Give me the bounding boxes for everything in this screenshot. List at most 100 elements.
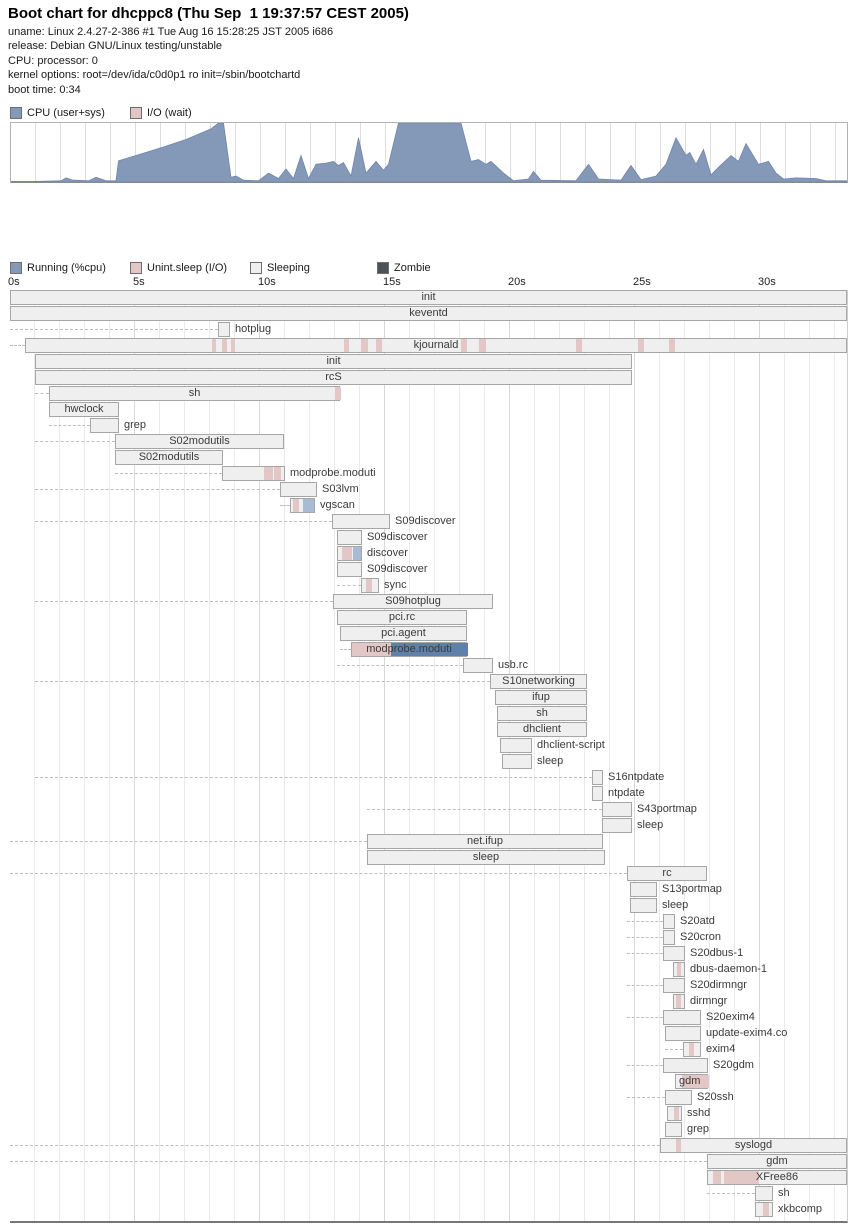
time-axis-tick-label: 0s bbox=[8, 276, 20, 288]
process-label: S03lvm bbox=[322, 483, 359, 495]
process-label: dirmngr bbox=[690, 995, 728, 1007]
process-bar bbox=[333, 594, 493, 609]
process-label: S20exim4 bbox=[706, 1011, 755, 1023]
dependency-connector-line bbox=[35, 441, 115, 442]
process-bar bbox=[495, 690, 587, 705]
io-wait-segment bbox=[344, 339, 349, 352]
io-wait-segment bbox=[342, 547, 352, 560]
process-label: sleep bbox=[472, 851, 500, 863]
process-label: sh bbox=[778, 1187, 790, 1199]
process-label: grep bbox=[687, 1123, 710, 1135]
process-label: dbus-daemon-1 bbox=[690, 963, 768, 975]
system-info-line: boot time: 0:34 bbox=[8, 83, 81, 96]
io-wait-segment bbox=[212, 339, 216, 352]
time-axis-tick-label: 15s bbox=[383, 276, 401, 288]
dependency-connector-line bbox=[49, 425, 90, 426]
proc-legend-swatch-icon bbox=[250, 262, 262, 274]
process-bar bbox=[115, 434, 284, 449]
process-bar bbox=[630, 898, 657, 913]
io-wait-segment bbox=[638, 339, 644, 352]
dependency-connector-line bbox=[35, 489, 280, 490]
dependency-connector-line bbox=[627, 937, 663, 938]
cpu-legend-label: CPU (user+sys) bbox=[27, 107, 105, 119]
process-bar bbox=[25, 338, 847, 353]
io-wait-segment bbox=[352, 643, 391, 656]
process-label: ifup bbox=[532, 691, 550, 703]
system-info-line: release: Debian GNU/Linux testing/unstab… bbox=[8, 40, 223, 53]
dependency-connector-line bbox=[280, 505, 290, 506]
io-wait-segment bbox=[674, 1107, 679, 1120]
process-label: kjournald bbox=[413, 339, 459, 351]
dependency-connector-line bbox=[340, 649, 351, 650]
io-wait-segment bbox=[222, 339, 227, 352]
process-bar bbox=[337, 530, 362, 545]
io-wait-segment bbox=[376, 339, 382, 352]
process-bar bbox=[10, 306, 847, 321]
time-axis-tick-label: 30s bbox=[758, 276, 776, 288]
io-wait-segment bbox=[713, 1171, 721, 1184]
process-label: ntpdate bbox=[608, 787, 645, 799]
cpu-area-polygon bbox=[11, 123, 847, 182]
process-bar bbox=[367, 834, 603, 849]
process-label: S16ntpdate bbox=[608, 771, 665, 783]
cpu-chart-legend: CPU (user+sys) I/O (wait) bbox=[10, 107, 846, 119]
process-label: S20ssh bbox=[697, 1091, 734, 1103]
process-bar bbox=[332, 514, 390, 529]
process-bar bbox=[630, 882, 657, 897]
process-bar bbox=[675, 1074, 709, 1089]
process-bar bbox=[90, 418, 119, 433]
proc-legend-label: Unint.sleep (I/O) bbox=[147, 262, 228, 274]
process-bar bbox=[667, 1106, 682, 1121]
process-bar bbox=[602, 802, 632, 817]
io-wait-segment bbox=[669, 339, 675, 352]
process-label: S09discover bbox=[395, 515, 456, 527]
process-bar bbox=[463, 658, 493, 673]
process-bar bbox=[592, 786, 603, 801]
process-bar bbox=[222, 466, 285, 481]
process-bar bbox=[502, 754, 532, 769]
process-label: S09hotplug bbox=[385, 595, 441, 607]
process-label: S20atd bbox=[680, 915, 715, 927]
process-label: pci.rc bbox=[388, 611, 416, 623]
proc-legend-swatch-icon bbox=[130, 262, 142, 274]
process-label: S20dirmngr bbox=[690, 979, 747, 991]
process-bar bbox=[49, 402, 119, 417]
process-label: update-exim4.co bbox=[706, 1027, 788, 1039]
io-wait-segment bbox=[335, 387, 341, 400]
time-axis-tick-label: 10s bbox=[258, 276, 276, 288]
process-bar bbox=[337, 610, 467, 625]
io-wait-segment bbox=[479, 339, 486, 352]
process-bar bbox=[663, 1058, 708, 1073]
process-label: S02modutils bbox=[169, 435, 230, 447]
io-wait-segment bbox=[724, 1171, 759, 1184]
io-wait-segment bbox=[231, 339, 235, 352]
process-label: pci.agent bbox=[381, 627, 426, 639]
io-wait-segment bbox=[682, 1075, 709, 1088]
proc-legend-label: Sleeping bbox=[267, 262, 310, 274]
dependency-connector-line bbox=[627, 1097, 665, 1098]
process-label: S02modutils bbox=[138, 451, 200, 463]
io-wait-segment bbox=[264, 467, 273, 480]
process-bar bbox=[35, 370, 632, 385]
dependency-connector-line bbox=[35, 521, 332, 522]
time-axis-tick-label: 20s bbox=[508, 276, 526, 288]
process-label: vgscan bbox=[320, 499, 355, 511]
io-wait-segment bbox=[293, 499, 299, 512]
proc-legend-item: Unint.sleep (I/O) bbox=[130, 262, 227, 274]
process-label: net.ifup bbox=[466, 835, 504, 847]
dependency-connector-line bbox=[10, 873, 627, 874]
process-bar bbox=[290, 498, 315, 513]
process-bar bbox=[663, 914, 675, 929]
process-label: sh bbox=[188, 387, 201, 399]
process-bar bbox=[351, 642, 468, 657]
dependency-connector-line bbox=[35, 777, 592, 778]
proc-legend-label: Zombie bbox=[394, 262, 431, 274]
io-wait-segment bbox=[763, 1203, 769, 1216]
process-bar bbox=[497, 722, 587, 737]
process-label: dhclient-script bbox=[537, 739, 605, 751]
process-bar bbox=[337, 546, 362, 561]
process-label: S09discover bbox=[367, 531, 428, 543]
process-label: S20dbus-1 bbox=[690, 947, 744, 959]
process-bar bbox=[367, 850, 605, 865]
process-bar bbox=[707, 1154, 847, 1169]
